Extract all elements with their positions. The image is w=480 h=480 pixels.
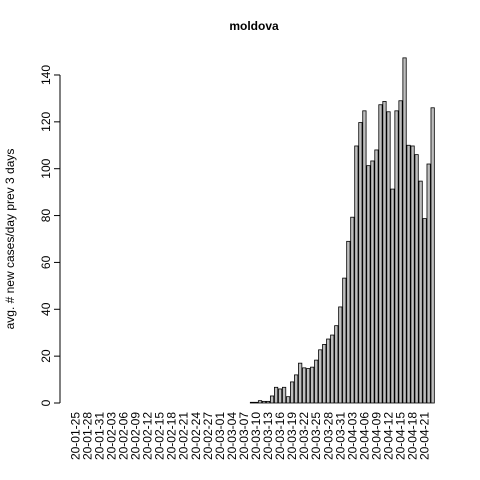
- bar: [386, 111, 391, 404]
- bar: [378, 104, 383, 404]
- bar: [430, 107, 435, 404]
- bar: [306, 368, 311, 404]
- bar: [390, 188, 395, 404]
- bar: [274, 386, 279, 404]
- x-tick-label: 20-01-31: [92, 412, 106, 460]
- x-tick-label: 20-03-22: [297, 412, 311, 460]
- y-tick-label: 80: [39, 209, 53, 223]
- x-tick-label: 20-04-15: [394, 412, 408, 460]
- bar: [426, 163, 431, 404]
- y-axis-label: avg. # new cases/day prev 3 days: [3, 149, 17, 330]
- y-tick-label: 120: [39, 112, 53, 132]
- bar: [398, 100, 403, 404]
- bar: [294, 374, 299, 404]
- bar: [261, 400, 267, 404]
- bar: [382, 101, 387, 404]
- bar: [366, 165, 371, 404]
- bar: [330, 334, 335, 404]
- x-tick-label: 20-03-25: [309, 412, 323, 460]
- bar: [418, 180, 423, 404]
- bar: [314, 359, 319, 404]
- bar: [334, 325, 339, 404]
- x-tick-label: 20-04-12: [381, 412, 395, 460]
- bar: [350, 216, 355, 404]
- bar: [318, 349, 323, 404]
- bar: [302, 367, 307, 404]
- bar: [290, 381, 295, 404]
- chart-title: moldova: [229, 19, 279, 33]
- bar: [342, 277, 347, 404]
- bar: [265, 400, 271, 404]
- bar: [249, 401, 255, 404]
- y-tick-label: 100: [39, 158, 53, 178]
- bar: [338, 306, 343, 404]
- y-tick-label: 0: [39, 399, 53, 406]
- x-tick-label: 20-04-09: [369, 412, 383, 460]
- x-tick-label: 20-03-01: [213, 412, 227, 460]
- x-tick-label: 20-03-07: [237, 412, 251, 460]
- y-tick-label: 60: [39, 255, 53, 269]
- x-tick-label: 20-03-16: [273, 412, 287, 460]
- x-tick-label: 20-03-19: [285, 412, 299, 460]
- bar: [410, 145, 415, 404]
- x-tick-label: 20-02-12: [141, 412, 155, 460]
- x-tick-label: 20-04-21: [418, 412, 432, 460]
- y-tick-label: 40: [39, 302, 53, 316]
- bar: [278, 388, 283, 404]
- bar: [269, 395, 275, 404]
- bar: [310, 366, 315, 404]
- x-tick-label: 20-03-28: [321, 412, 335, 460]
- x-tick-label: 20-03-13: [261, 412, 275, 460]
- x-tick-label: 20-02-24: [189, 412, 203, 460]
- x-tick-label: 20-03-31: [333, 412, 347, 460]
- x-tick-label: 20-02-15: [153, 412, 167, 460]
- bar: [370, 160, 375, 404]
- x-tick-label: 20-02-06: [117, 412, 131, 460]
- x-tick-label: 20-01-28: [80, 412, 94, 460]
- x-tick-label: 20-02-09: [129, 412, 143, 460]
- x-tick-label: 20-04-18: [406, 412, 420, 460]
- bar: [374, 149, 379, 404]
- bar: [257, 400, 263, 404]
- x-tick-label: 20-02-03: [104, 412, 118, 460]
- x-tick-label: 20-02-27: [201, 412, 215, 460]
- bar: [422, 218, 427, 404]
- bar: [402, 57, 407, 404]
- x-tick-label: 20-04-06: [357, 412, 371, 460]
- bar: [282, 386, 287, 404]
- x-tick-label: 20-02-21: [177, 412, 191, 460]
- x-tick-label: 20-02-18: [165, 412, 179, 460]
- bar: [326, 338, 331, 404]
- x-tick-label: 20-03-04: [225, 412, 239, 460]
- bar: [394, 110, 399, 404]
- bar: [322, 344, 327, 404]
- y-tick-label: 20: [39, 349, 53, 363]
- bar: [253, 401, 259, 404]
- bar: [354, 145, 359, 404]
- bar: [414, 154, 419, 404]
- bar: [286, 396, 291, 404]
- bar: [406, 144, 411, 404]
- bar: [362, 110, 367, 404]
- bar: [346, 240, 351, 404]
- bar: [298, 362, 303, 404]
- bar: [358, 122, 363, 404]
- x-tick-label: 20-01-25: [68, 412, 82, 460]
- x-tick-label: 20-04-03: [345, 412, 359, 460]
- y-tick-label: 140: [39, 65, 53, 85]
- x-tick-label: 20-03-10: [249, 412, 263, 460]
